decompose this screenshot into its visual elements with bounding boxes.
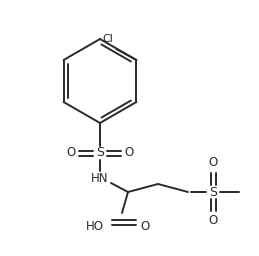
Text: Cl: Cl — [103, 34, 113, 44]
Text: S: S — [209, 186, 217, 198]
Text: S: S — [96, 146, 104, 159]
Text: O: O — [208, 215, 218, 228]
Text: HO: HO — [86, 219, 104, 232]
Text: O: O — [208, 156, 218, 169]
Text: HN: HN — [91, 172, 109, 185]
Text: O: O — [140, 219, 149, 232]
Text: O: O — [124, 146, 134, 159]
Text: O: O — [66, 146, 76, 159]
